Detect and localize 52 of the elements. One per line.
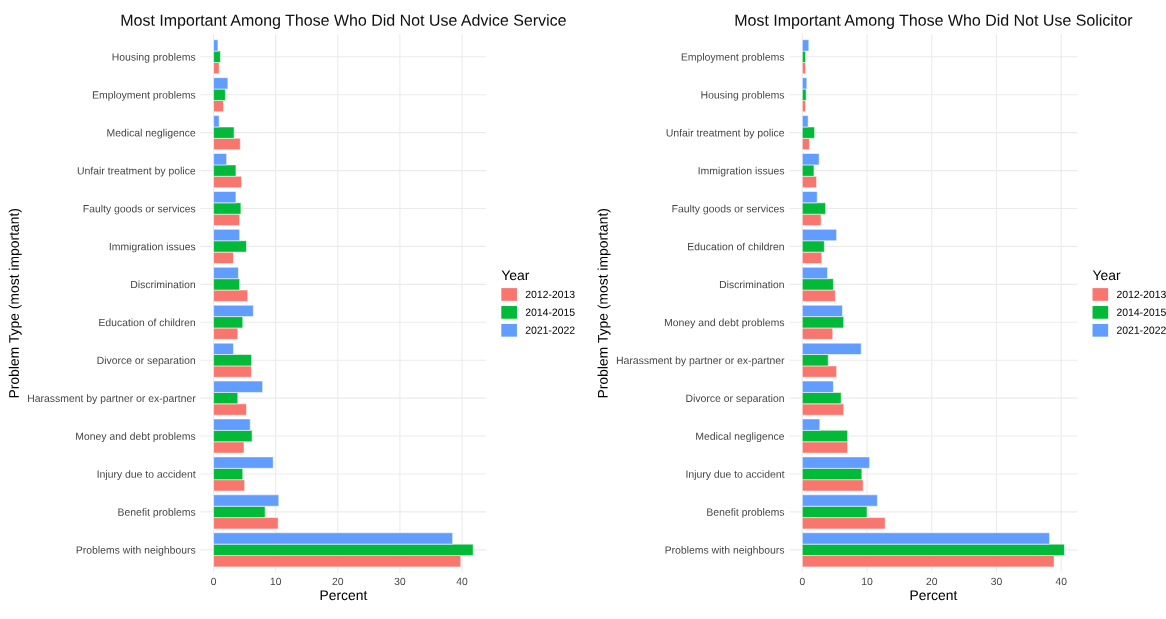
x-tick-label: 30 [991,577,1002,586]
x-tick-label: 40 [456,577,468,586]
y-tick-label: Divorce or separation [97,356,196,367]
y-tick-label: Medical negligence [107,128,196,139]
legend-label: 2012-2013 [525,290,575,299]
y-tick-label: Faulty goods or services [83,204,196,215]
x-axis-title: Percent [320,590,368,601]
x-tick-label: 10 [862,577,873,586]
y-tick-label: Employment problems [92,90,196,101]
y-tick-label: Benefit problems [707,508,785,518]
y-tick-label: Education of children [688,242,784,251]
legend-title: Year [501,270,530,281]
y-tick-label: Education of children [99,318,196,327]
y-tick-label: Benefit problems [118,508,196,518]
y-tick-label: Housing problems [701,90,785,101]
y-tick-label: Injury due to accident [97,470,196,480]
chart-title: Most Important Among Those Who Did Not Use Solicitor [735,14,1133,30]
y-tick-label: Medical negligence [696,432,785,442]
y-tick-label: Problems with neighbours [76,546,196,556]
legend-label: 2014-2015 [525,308,575,316]
y-axis-title: Problem Type (most important) [8,208,22,398]
y-tick-label: Faulty goods or services [672,204,785,215]
y-tick-label: Discrimination [131,280,196,289]
y-tick-label: Unfair treatment by police [77,166,196,177]
y-tick-label: Immigration issues [698,166,785,177]
x-tick-label: 0 [799,577,805,586]
x-tick-label: 20 [332,577,344,586]
legend-title: Year [1092,270,1121,281]
x-tick-label: 30 [394,577,406,586]
x-tick-label: 0 [211,577,217,586]
y-axis-title: Problem Type (most important) [597,208,611,398]
x-axis-title: Percent [910,590,958,601]
x-tick-label: 10 [270,577,282,586]
legend-label: 2014-2015 [1117,308,1166,316]
y-tick-label: Harassment by partner or ex-partner [28,394,196,405]
chart-title: Most Important Among Those Who Did Not Use Advice Service [121,14,566,30]
y-tick-label: Injury due to accident [686,470,785,480]
legend-label: 2021-2022 [1117,326,1166,334]
y-tick-label: Problems with neighbours [665,546,785,556]
y-tick-label: Unfair treatment by police [666,128,785,139]
y-tick-label: Employment problems [681,53,785,63]
y-tick-label: Housing problems [112,53,196,63]
x-tick-label: 20 [926,577,938,586]
y-tick-label: Discrimination [719,280,784,289]
x-tick-label: 40 [1055,577,1067,586]
y-tick-label: Immigration issues [109,242,196,253]
legend-label: 2021-2022 [525,326,575,334]
y-tick-label: Divorce or separation [686,394,784,405]
y-tick-label: Money and debt problems [664,318,785,329]
y-tick-label: Harassment by partner or ex-partner [616,356,785,367]
y-tick-label: Money and debt problems [76,432,196,442]
legend-label: 2012-2013 [1117,290,1166,299]
